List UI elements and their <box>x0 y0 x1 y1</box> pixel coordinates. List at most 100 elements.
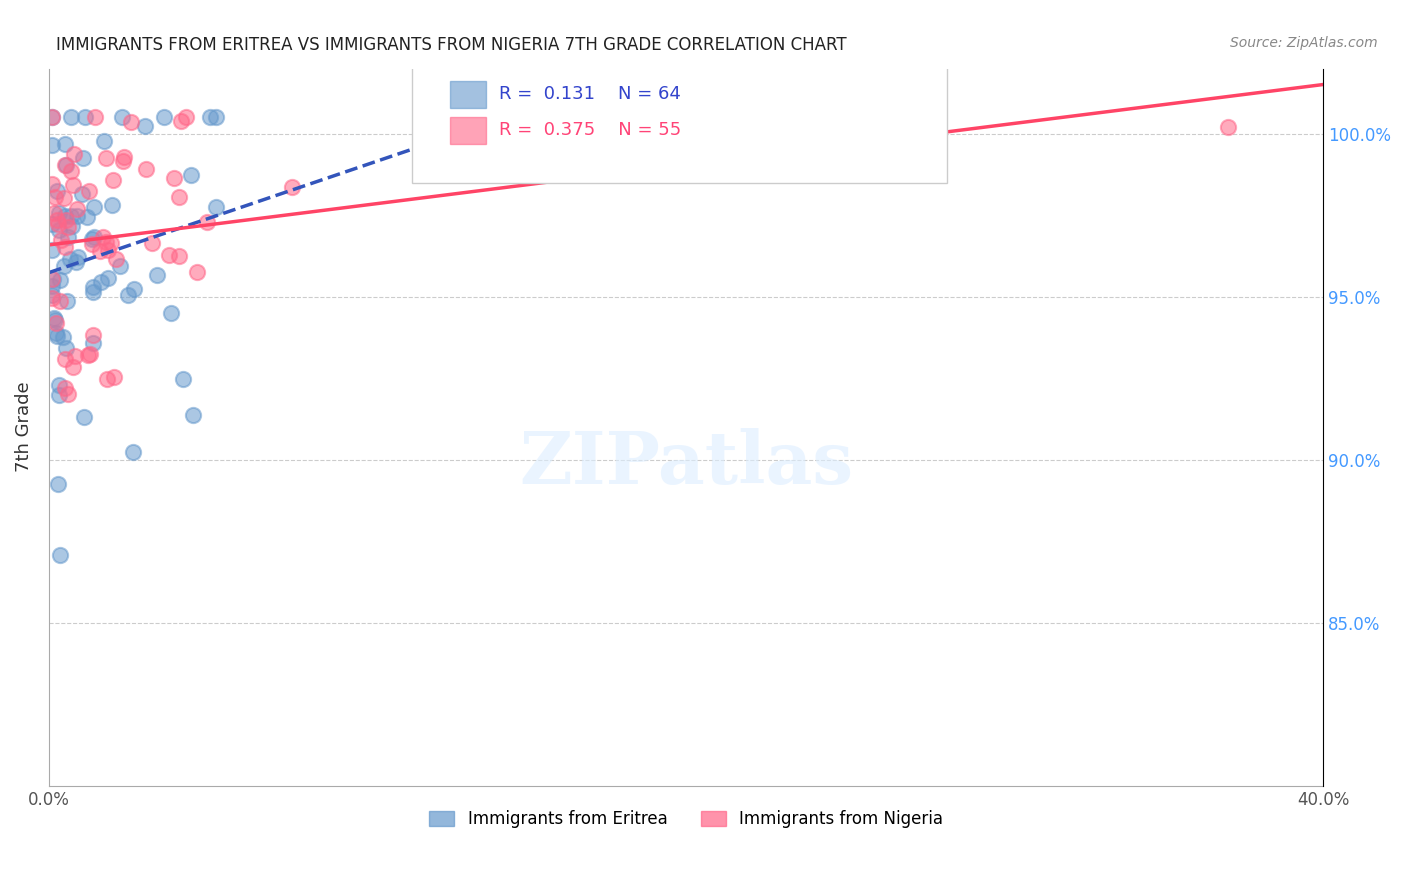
Text: ZIPatlas: ZIPatlas <box>519 427 853 499</box>
Text: IMMIGRANTS FROM ERITREA VS IMMIGRANTS FROM NIGERIA 7TH GRADE CORRELATION CHART: IMMIGRANTS FROM ERITREA VS IMMIGRANTS FR… <box>56 36 846 54</box>
Point <box>41 137 63 152</box>
Point <box>65 254 87 268</box>
Point <box>45 326 67 340</box>
Point <box>73 409 96 424</box>
Point <box>96 372 118 386</box>
Point <box>124 282 146 296</box>
Point <box>89 244 111 258</box>
Point <box>84 111 107 125</box>
Point <box>170 114 193 128</box>
Point <box>46 217 69 231</box>
Point <box>60 164 83 178</box>
Point <box>55 158 77 172</box>
Point <box>117 288 139 302</box>
Point <box>44 206 66 220</box>
Point <box>82 336 104 351</box>
Point <box>58 219 80 234</box>
Point <box>55 213 77 227</box>
Point <box>122 445 145 459</box>
Point <box>101 198 124 212</box>
Point <box>56 229 79 244</box>
Point <box>48 549 70 563</box>
Point <box>49 233 72 247</box>
Text: Source: ZipAtlas.com: Source: ZipAtlas.com <box>1230 36 1378 50</box>
Point <box>174 111 197 125</box>
Point <box>103 370 125 384</box>
Point <box>112 150 135 164</box>
Point <box>41 244 63 258</box>
Point <box>62 178 84 192</box>
Point <box>159 306 181 320</box>
Point <box>76 348 98 362</box>
Point <box>111 111 134 125</box>
Point <box>70 186 93 201</box>
Point <box>62 219 84 233</box>
Point <box>46 477 69 491</box>
Point <box>112 153 135 168</box>
Point <box>55 136 77 151</box>
Point <box>62 359 84 374</box>
Point <box>82 327 104 342</box>
Point <box>110 259 132 273</box>
Text: R =  0.375    N = 55: R = 0.375 N = 55 <box>499 121 681 139</box>
Point <box>41 178 63 192</box>
Point <box>76 210 98 224</box>
Point <box>96 235 118 249</box>
Point <box>41 291 63 305</box>
Point <box>67 250 90 264</box>
Point <box>56 293 79 308</box>
Point <box>46 329 69 343</box>
Point <box>135 161 157 176</box>
Point <box>83 200 105 214</box>
Text: R =  0.131    N = 64: R = 0.131 N = 64 <box>499 86 681 103</box>
Point <box>181 408 204 422</box>
Point <box>1216 120 1239 135</box>
Point <box>205 111 228 125</box>
Point <box>42 272 65 286</box>
Point <box>163 170 186 185</box>
Point <box>120 115 142 129</box>
Point <box>44 190 66 204</box>
Legend: Immigrants from Eritrea, Immigrants from Nigeria: Immigrants from Eritrea, Immigrants from… <box>423 804 949 835</box>
Point <box>49 273 72 287</box>
Point <box>49 294 72 309</box>
Point <box>157 248 180 262</box>
Point <box>97 271 120 285</box>
Point <box>90 276 112 290</box>
Point <box>73 111 96 125</box>
Point <box>205 200 228 214</box>
Point <box>198 111 221 125</box>
Point <box>53 351 76 366</box>
Point <box>180 169 202 183</box>
Y-axis label: 7th Grade: 7th Grade <box>15 382 32 473</box>
Point <box>83 230 105 244</box>
Point <box>97 243 120 257</box>
Point <box>96 151 118 165</box>
Point <box>66 209 89 223</box>
Point <box>80 231 103 245</box>
FancyBboxPatch shape <box>450 80 486 108</box>
Point <box>55 341 77 355</box>
Point <box>172 371 194 385</box>
Point <box>59 111 82 125</box>
Point <box>55 209 77 223</box>
Point <box>52 330 75 344</box>
Point <box>41 111 63 125</box>
Point <box>44 313 66 327</box>
Point <box>91 230 114 244</box>
Point <box>281 180 304 194</box>
Point <box>186 265 208 279</box>
Point <box>72 151 94 165</box>
FancyBboxPatch shape <box>450 117 486 144</box>
Point <box>53 259 76 273</box>
Point <box>65 350 87 364</box>
Point <box>42 310 65 325</box>
Point <box>46 184 69 198</box>
Point <box>41 272 63 286</box>
Point <box>195 215 218 229</box>
Point <box>145 268 167 282</box>
Point <box>53 240 76 254</box>
Point <box>52 190 75 204</box>
Point <box>79 347 101 361</box>
Point <box>60 209 83 223</box>
